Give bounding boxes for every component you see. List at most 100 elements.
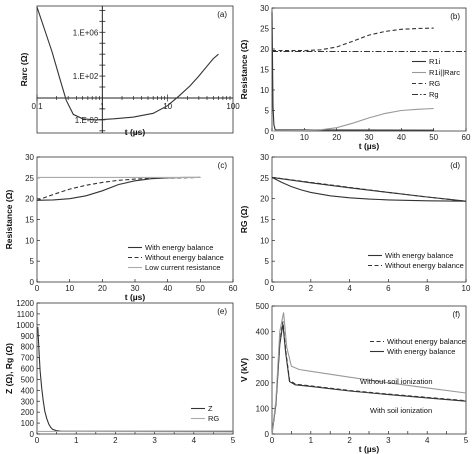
series-line-c-1 <box>36 176 201 201</box>
panel-label-b: (b) <box>450 12 460 21</box>
x-tick-label-a: 0.1 <box>31 102 43 111</box>
legend-entry-c-2: Low current resistance <box>145 263 220 272</box>
series-line-b-2 <box>272 27 434 52</box>
panel-label-c: (c) <box>218 161 228 170</box>
y-tick-label-c: 0 <box>30 278 35 287</box>
legend-entry-e-1: RG <box>208 414 219 423</box>
series-line-c-0 <box>36 176 201 201</box>
plot-frame-e <box>36 302 234 435</box>
y-axis-label-b: Resistance (Ω) <box>239 39 249 99</box>
x-tick-label-b: 0 <box>270 133 275 142</box>
y-axis-label-a: Rarc (Ω) <box>19 52 29 86</box>
panel-label-e: (e) <box>217 307 227 316</box>
x-tick-label-b: 20 <box>332 133 341 142</box>
x-tick-label-d: 10 <box>462 284 471 293</box>
legend-entry-b-0: R1i <box>429 57 441 66</box>
x-tick-label-a: 10 <box>163 102 172 111</box>
y-tick-label-b: 20 <box>260 45 269 54</box>
y-tick-label-e: 100 <box>21 419 35 428</box>
y-tick-label-b: 15 <box>260 66 269 75</box>
x-axis-label-a: t (µs) <box>125 127 146 137</box>
x-tick-label-d: 2 <box>309 284 314 293</box>
y-tick-label-a: 1.E+06 <box>73 28 99 37</box>
series-line-e-0 <box>37 326 234 432</box>
legend-entry-d-1: Without energy balance <box>385 261 464 270</box>
y-tick-label-e: 900 <box>21 332 35 341</box>
x-tick-label-d: 6 <box>386 284 391 293</box>
y-tick-label-e: 800 <box>21 343 35 352</box>
y-tick-label-f: 100 <box>256 404 270 413</box>
annotation-without-soil-ionization: Without soil ionization <box>360 377 433 386</box>
x-tick-label-e: 2 <box>113 436 118 445</box>
y-tick-label-f: 0 <box>265 430 270 439</box>
x-tick-label-c: 40 <box>163 284 172 293</box>
y-tick-label-f: 200 <box>256 379 270 388</box>
y-tick-label-e: 1000 <box>16 321 34 330</box>
y-tick-label-e: 1100 <box>17 310 35 319</box>
y-tick-label-c: 10 <box>25 236 34 245</box>
series-line-d-2 <box>271 176 467 202</box>
y-tick-label-d: 25 <box>260 174 269 183</box>
x-tick-label-d: 0 <box>270 284 275 293</box>
y-tick-label-b: 10 <box>260 86 269 95</box>
y-tick-label-b: 5 <box>265 107 270 116</box>
y-tick-label-d: 20 <box>260 195 269 204</box>
y-tick-label-c: 15 <box>25 216 34 225</box>
series-line-f-2 <box>271 312 467 435</box>
legend-entry-f-1: With energy balance <box>387 347 455 356</box>
y-tick-label-e: 700 <box>21 354 35 363</box>
y-tick-label-a: 1.E-02 <box>75 116 99 125</box>
y-axis-label-d: RG (Ω) <box>239 206 249 234</box>
series-line-f-1 <box>271 323 467 435</box>
x-tick-label-f: 0 <box>270 436 275 445</box>
legend-entry-b-1: R1i||Rarc <box>429 68 460 77</box>
x-tick-label-f: 4 <box>425 436 430 445</box>
series-line-e-1 <box>36 430 234 433</box>
x-tick-label-c: 50 <box>196 284 205 293</box>
y-tick-label-d: 15 <box>260 216 269 225</box>
annotation-with-soil-ionization: With soil ionization <box>370 406 432 415</box>
y-tick-label-f: 400 <box>256 328 270 337</box>
x-tick-label-b: 40 <box>397 133 406 142</box>
x-tick-label-e: 4 <box>192 436 197 445</box>
y-tick-label-e: 400 <box>21 386 35 395</box>
y-tick-label-b: 0 <box>265 127 270 136</box>
y-axis-label-c: Resistance (Ω) <box>4 189 14 249</box>
x-axis-label-c: t (µs) <box>125 292 146 302</box>
legend-entry-d-0: With energy balance <box>385 251 453 260</box>
y-tick-label-e: 500 <box>21 375 35 384</box>
x-tick-label-e: 3 <box>152 436 157 445</box>
legend-entry-c-0: With energy balance <box>145 243 213 252</box>
y-tick-label-c: 5 <box>30 257 35 266</box>
legend-entry-b-2: RG <box>429 79 440 88</box>
x-tick-label-f: 3 <box>386 436 391 445</box>
x-tick-label-f: 2 <box>347 436 352 445</box>
panel-label-d: (d) <box>450 161 460 170</box>
x-tick-label-d: 8 <box>425 284 430 293</box>
x-tick-label-d: 4 <box>347 284 352 293</box>
y-tick-label-c: 20 <box>25 195 34 204</box>
y-tick-label-f: 500 <box>256 302 270 311</box>
legend-entry-c-1: Without energy balance <box>145 253 224 262</box>
x-tick-label-b: 60 <box>462 133 471 142</box>
panel-label-f: (f) <box>452 310 460 319</box>
x-tick-label-c: 0 <box>35 284 40 293</box>
x-tick-label-e: 0 <box>35 436 40 445</box>
legend-entry-b-3: Rg <box>429 90 439 99</box>
y-tick-label-d: 5 <box>265 257 270 266</box>
x-tick-label-a: 100 <box>226 102 240 111</box>
y-tick-label-f: 300 <box>256 353 270 362</box>
x-tick-label-f: 1 <box>309 436 314 445</box>
x-tick-label-c: 10 <box>65 284 74 293</box>
x-axis-label-b: t (µs) <box>359 141 380 151</box>
x-tick-label-c: 30 <box>131 284 140 293</box>
x-tick-label-e: 1 <box>74 436 79 445</box>
x-tick-label-a: 1 <box>100 102 105 111</box>
y-tick-label-e: 300 <box>21 397 35 406</box>
series-line-a-0 <box>36 6 219 121</box>
y-tick-label-b: 25 <box>260 25 269 34</box>
legend-entry-f-0: Without energy balance <box>387 337 466 346</box>
x-tick-label-c: 60 <box>229 284 238 293</box>
x-tick-label-f: 5 <box>464 436 469 445</box>
